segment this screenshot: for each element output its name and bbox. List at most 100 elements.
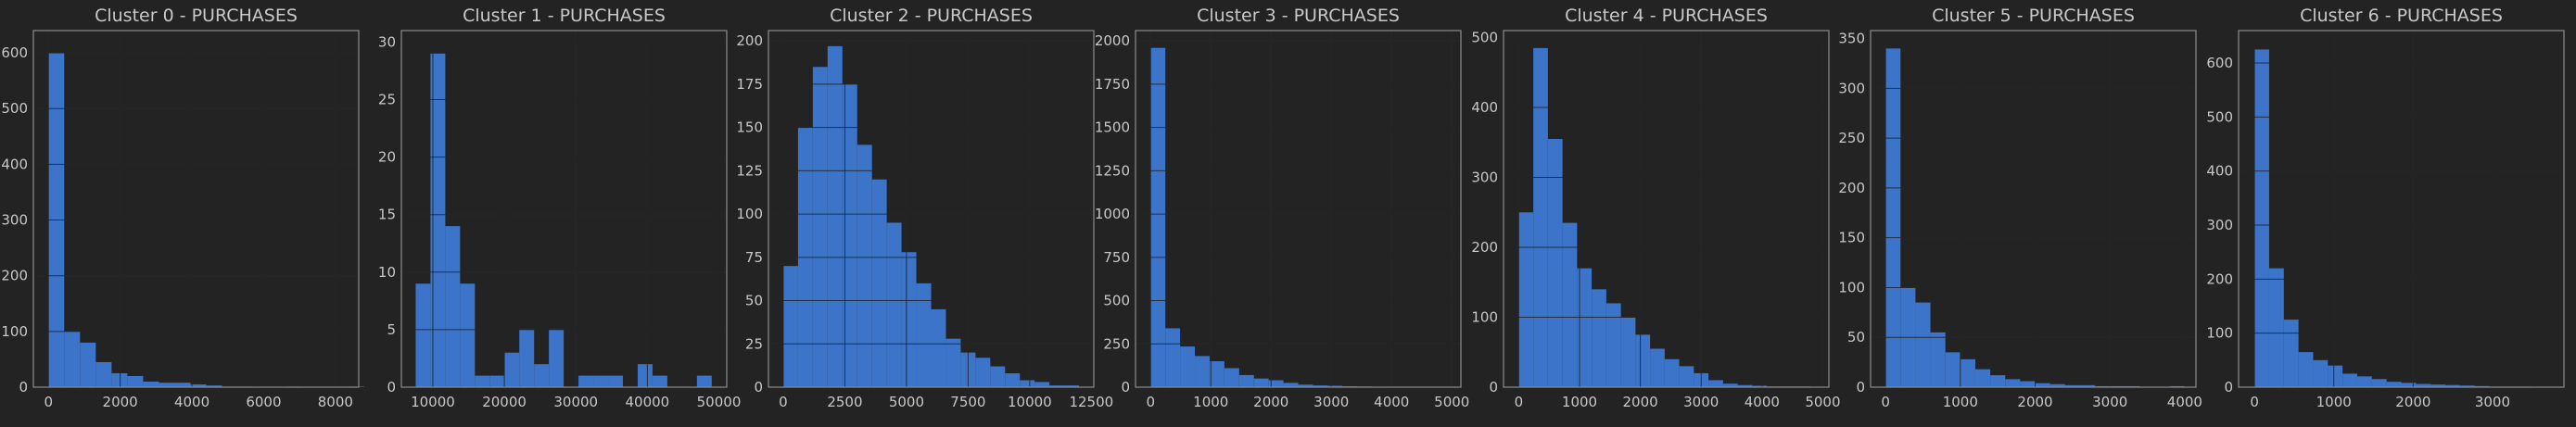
x-tick-label: 40000 [626, 394, 670, 410]
histogram-bar [945, 338, 961, 387]
y-tick-label: 50 [1847, 329, 1865, 345]
histogram-bar [2298, 352, 2314, 387]
histogram-bar [578, 375, 594, 387]
x-tick-label: 0 [1881, 394, 1890, 410]
x-tick-label: 3000 [1683, 394, 1719, 410]
histogram-bar [1049, 385, 1065, 387]
axes-frame [32, 30, 360, 388]
histogram-bar [504, 352, 520, 387]
axes-frame [2238, 30, 2565, 388]
histogram-bar [1915, 302, 1931, 387]
histogram-bar [2005, 379, 2021, 387]
y-tick-label: 600 [1, 44, 28, 61]
histogram-bar [2049, 383, 2065, 387]
y-tick-label: 500 [1103, 293, 1130, 309]
y-tick-label: 100 [1, 323, 28, 340]
y-tick-label: 400 [1471, 99, 1498, 116]
histogram-bar [842, 83, 857, 387]
y-tick-label: 150 [1838, 230, 1865, 246]
y-tick-label: 175 [736, 76, 763, 93]
histogram-bar [1577, 268, 1593, 387]
y-tick-label: 250 [1103, 335, 1130, 352]
histogram-bar [1313, 385, 1328, 387]
y-tick-label: 125 [736, 162, 763, 179]
histogram-bar [931, 308, 946, 387]
y-tick-label: 200 [736, 32, 763, 49]
histogram-bar [1974, 369, 1991, 387]
histogram-bar [593, 375, 609, 387]
histogram-bar [2445, 384, 2460, 387]
histogram-bar [206, 385, 222, 387]
histogram-bar [1150, 47, 1166, 387]
histogram-panel-5: 0 1000 2000 3000 4000 0 50 100 150 200 250 300 350 Cl… [1838, 6, 2202, 410]
y-tick-label: 200 [1471, 239, 1498, 256]
histogram-bar [174, 383, 191, 387]
histogram-bar [1165, 328, 1181, 387]
x-tick-label: 5000 [889, 394, 924, 410]
y-tick-label: 30 [378, 33, 396, 50]
axes-frame [1135, 30, 1462, 388]
y-tick-label: 200 [1838, 180, 1865, 196]
y-tick-label: 25 [745, 335, 763, 352]
histogram-bar [1945, 352, 1961, 387]
y-tick-label: 400 [2206, 163, 2233, 180]
histogram-bar [190, 383, 207, 387]
x-tick-label: 10000 [1008, 394, 1052, 410]
y-tick-label: 15 [378, 207, 396, 223]
histogram-bar [1722, 383, 1738, 387]
histogram-bar [2064, 384, 2080, 387]
histogram-bar [1268, 380, 1284, 387]
histogram-panel-6: 0 1000 2000 3000 0 100 200 300 400 500 600 Cluster … [2206, 6, 2565, 410]
y-tick-label: 75 [745, 249, 763, 266]
y-tick-label: 750 [1103, 249, 1130, 266]
histogram-bar [95, 361, 112, 387]
x-tick-label: 6000 [246, 394, 281, 410]
histogram-panel-4: 0 1000 2000 3000 4000 5000 0 100 200 300 400 500 Clu… [1471, 6, 1840, 410]
histogram-bar [871, 179, 887, 387]
histogram-bar [1224, 368, 1239, 387]
y-tick-label: 50 [745, 293, 763, 309]
histogram-bar [1209, 360, 1225, 387]
histogram-bar [990, 366, 1006, 387]
histogram-bar [652, 375, 667, 387]
x-tick-label: 50000 [697, 394, 742, 410]
histogram-panel-1: 10000 20000 30000 40000 50000 0 5 10 15 20 25 30 Clu… [378, 6, 741, 410]
histogram-bar [1605, 303, 1621, 387]
histogram-bar [445, 226, 461, 387]
y-tick-label: 0 [387, 379, 396, 396]
histogram-bar [1664, 358, 1680, 387]
histogram-bar [637, 364, 653, 387]
histogram-bar [2401, 383, 2417, 387]
histogram-bar [1298, 384, 1313, 387]
histogram-bar [696, 375, 712, 387]
axes-frame [1503, 30, 1830, 388]
histogram-bar [2283, 320, 2299, 387]
x-tick-label: 12500 [1069, 394, 1113, 410]
y-tick-label: 500 [1, 100, 28, 117]
x-tick-label: 0 [1146, 394, 1155, 410]
histogram-panel-2: 0 2500 5000 7500 10000 12500 0 25 50 75 100 125 150 1… [736, 6, 1113, 410]
histogram-bar [1283, 383, 1299, 387]
x-tick-label: 4000 [1374, 394, 1409, 410]
y-tick-label: 500 [1471, 30, 1498, 46]
histogram-bar [1635, 334, 1651, 387]
histogram-bar [2430, 384, 2446, 387]
histogram-bar [1752, 385, 1768, 387]
histogram-bar [916, 283, 932, 387]
chart-title: Cluster 3 - PURCHASES [1197, 6, 1400, 26]
histogram-bar [534, 364, 550, 387]
x-tick-label: 5000 [1805, 394, 1840, 410]
y-tick-label: 1000 [1095, 206, 1130, 222]
y-tick-label: 300 [1471, 170, 1498, 186]
histogram-bar [549, 329, 565, 387]
histogram-bar [159, 383, 175, 387]
x-tick-label: 2000 [2017, 394, 2052, 410]
y-tick-label: 0 [1856, 379, 1865, 396]
chart-title: Cluster 5 - PURCHASES [1932, 6, 2135, 26]
y-tick-label: 0 [1489, 379, 1498, 396]
histogram-bar [2342, 373, 2357, 387]
histogram-bar [2313, 359, 2329, 387]
x-tick-label: 3000 [1313, 394, 1349, 410]
y-tick-label: 350 [1838, 31, 1865, 47]
histogram-bar [1064, 385, 1080, 387]
